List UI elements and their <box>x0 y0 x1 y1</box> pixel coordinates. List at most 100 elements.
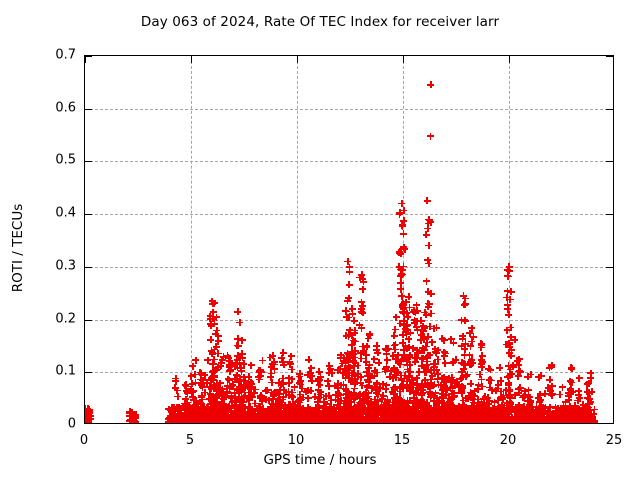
scatter-point <box>390 332 398 340</box>
scatter-point <box>480 421 487 423</box>
scatter-point <box>572 408 580 416</box>
y-tick-mark <box>85 372 92 374</box>
scatter-point <box>251 399 259 407</box>
scatter-point <box>311 393 319 401</box>
scatter-point <box>458 359 466 367</box>
scatter-point <box>441 349 449 357</box>
scatter-point <box>568 365 576 373</box>
scatter-point <box>515 404 523 412</box>
scatter-point <box>537 372 545 380</box>
x-tick-label: 5 <box>185 433 195 448</box>
scatter-point <box>269 391 277 399</box>
scatter-point <box>424 256 432 264</box>
scatter-point <box>240 359 248 367</box>
scatter-point <box>211 346 219 354</box>
y-tick-mark <box>85 214 92 216</box>
scatter-point <box>417 414 425 422</box>
scatter-point <box>271 365 278 373</box>
scatter-point <box>530 421 537 423</box>
scatter-point <box>217 359 225 367</box>
scatter-point <box>362 351 370 359</box>
scatter-point <box>247 421 254 423</box>
scatter-point <box>304 386 312 394</box>
scatter-point <box>397 285 405 293</box>
scatter-point <box>127 416 135 423</box>
scatter-point <box>467 380 475 388</box>
scatter-point <box>238 336 246 344</box>
scatter-point <box>85 412 89 420</box>
scatter-point <box>575 374 583 382</box>
scatter-point <box>255 373 263 381</box>
scatter-point <box>348 305 356 313</box>
scatter-point <box>504 287 512 295</box>
scatter-point <box>470 332 478 340</box>
scatter-point <box>393 368 401 376</box>
scatter-point <box>354 362 362 370</box>
scatter-point <box>234 308 242 316</box>
y-tick-label: 0.6 <box>55 100 76 116</box>
scatter-point <box>514 368 522 376</box>
scatter-point <box>397 396 405 404</box>
scatter-point <box>565 389 572 397</box>
scatter-point <box>238 350 246 358</box>
scatter-point <box>407 421 414 423</box>
scatter-point <box>325 361 333 369</box>
scatter-point <box>428 372 436 380</box>
scatter-point <box>128 409 136 417</box>
scatter-point <box>556 391 564 399</box>
scatter-point <box>85 420 89 423</box>
scatter-point <box>498 393 506 401</box>
scatter-point <box>568 379 576 387</box>
scatter-point <box>126 420 134 423</box>
scatter-point <box>467 361 475 369</box>
scatter-point <box>132 413 140 421</box>
y-tick-label: 0.7 <box>55 47 76 63</box>
scatter-point <box>296 396 304 404</box>
scatter-point <box>205 418 213 423</box>
scatter-point <box>270 405 278 413</box>
scatter-point <box>548 363 556 371</box>
scatter-point <box>288 389 296 397</box>
scatter-point <box>496 364 504 372</box>
y-tick-mark <box>606 56 613 57</box>
scatter-point <box>432 324 440 332</box>
scatter-point <box>400 217 408 225</box>
scatter-point <box>411 309 419 317</box>
scatter-point <box>261 387 269 395</box>
scatter-point <box>470 392 478 400</box>
scatter-point <box>543 414 551 422</box>
scatter-point <box>348 348 356 356</box>
scatter-point <box>505 263 513 271</box>
scatter-point <box>435 398 443 406</box>
y-tick-label: 0 <box>67 416 76 432</box>
y-tick-mark <box>606 372 613 374</box>
scatter-point <box>358 298 366 306</box>
scatter-point <box>427 132 435 140</box>
scatter-point <box>398 200 406 208</box>
scatter-point <box>505 379 513 387</box>
scatter-point <box>169 409 177 417</box>
scatter-point <box>270 358 278 366</box>
scatter-point <box>330 382 338 390</box>
scatter-point <box>537 402 545 410</box>
scatter-point <box>541 390 549 398</box>
scatter-point <box>425 241 433 249</box>
gridline-vertical <box>403 56 404 423</box>
y-axis-title: ROTI / TECUs <box>10 203 26 293</box>
scatter-point <box>299 421 306 423</box>
scatter-point <box>211 320 219 328</box>
scatter-point <box>491 398 499 406</box>
gridline-vertical <box>191 56 192 423</box>
scatter-point <box>477 344 485 351</box>
scatter-point <box>476 371 484 379</box>
scatter-point <box>413 401 421 409</box>
x-tick-mark <box>191 56 192 63</box>
scatter-point <box>236 319 244 327</box>
scatter-point <box>361 390 369 398</box>
x-tick-label: 15 <box>393 433 411 448</box>
scatter-point <box>408 381 416 389</box>
scatter-point <box>383 413 391 421</box>
scatter-point <box>396 248 404 256</box>
scatter-point <box>487 376 495 384</box>
scatter-point <box>399 230 407 238</box>
